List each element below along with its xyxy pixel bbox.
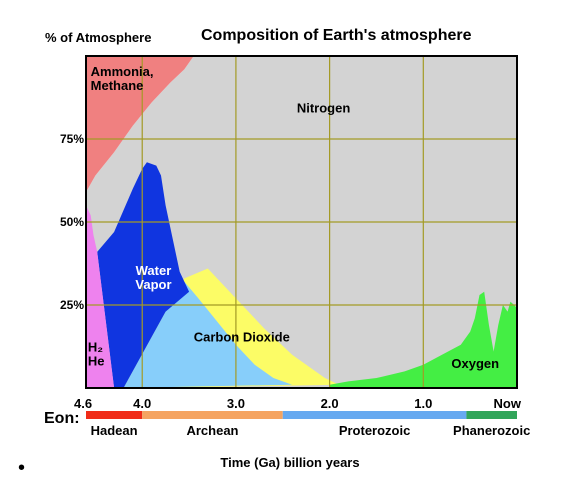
eon-name-phanerozoic: Phanerozoic — [453, 423, 530, 438]
label-nitrogen: Nitrogen — [297, 100, 351, 115]
area-h2-he-5 — [86, 205, 115, 388]
eon-segment-phanerozoic — [466, 411, 517, 419]
label-water-vapor-line2: Vapor — [135, 277, 171, 292]
eon-label: Eon: — [44, 410, 80, 427]
y-tick-labels: 75% 50% 25% — [60, 132, 84, 312]
x-tick-2-0: 2.0 — [321, 396, 339, 411]
area-labels: Nitrogen Ammonia,Methane Carbon Dioxide Wat… — [88, 64, 499, 371]
area-water-vapor-4 — [97, 162, 190, 388]
y-tick-75: 75% — [60, 132, 84, 146]
bullet-mark: • — [18, 457, 25, 479]
x-tick-labels: 4.6 4.0 3.0 2.0 1.0 Now — [74, 396, 522, 411]
x-axis-label: Time (Ga) billion years — [220, 455, 359, 470]
area-ammonia-methane-1 — [86, 56, 194, 193]
y-tick-25: 25% — [60, 298, 84, 312]
x-tick-now: Now — [494, 396, 522, 411]
eon-name-hadean: Hadean — [91, 423, 138, 438]
label-oxygen: Oxygen — [451, 356, 499, 371]
label-water-vapor-line1: Water — [136, 263, 172, 278]
x-tick-1-0: 1.0 — [414, 396, 432, 411]
area-oxygen-6 — [329, 291, 517, 388]
label-ammonia-methane-line2: Methane — [91, 78, 144, 93]
eon-name-proterozoic: Proterozoic — [339, 423, 411, 438]
area-carbon-dioxide-3 — [123, 281, 293, 388]
grid-lines — [86, 56, 517, 388]
x-tick-4-0: 4.0 — [133, 396, 151, 411]
label-h2-he-line2: He — [88, 353, 105, 368]
eon-segment-proterozoic — [282, 411, 467, 419]
eon-name-archean: Archean — [186, 423, 238, 438]
x-tick-4-6: 4.6 — [74, 396, 92, 411]
label-ammonia-methane-line1: Ammonia, — [91, 64, 154, 79]
eon-segment-archean — [142, 411, 283, 419]
label-h2-he-line1: H₂ — [88, 339, 103, 354]
y-axis-label: % of Atmosphere — [45, 30, 151, 45]
eon-bar: Hadean Archean Proterozoic Phanerozoic — [86, 411, 530, 438]
y-tick-50: 50% — [60, 215, 84, 229]
plot-frame — [85, 55, 518, 389]
eon-segment-hadean — [86, 411, 143, 419]
label-carbon-dioxide: Carbon Dioxide — [194, 330, 290, 345]
x-tick-3-0: 3.0 — [227, 396, 245, 411]
chart-title: Composition of Earth's atmosphere — [201, 27, 472, 44]
